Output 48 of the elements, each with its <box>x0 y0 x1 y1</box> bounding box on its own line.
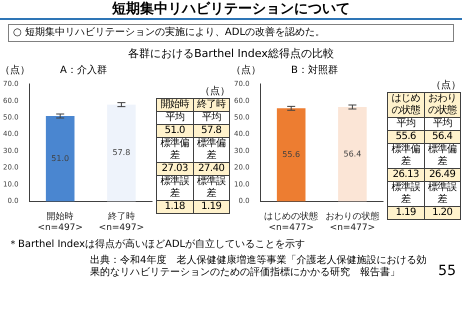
source-note: 出典：令和4年度 老人保健健康増進等事業「介護老人保健施設における効果的なリハビリテーションのための評価指標にかかる研究 報告書」 <box>90 255 428 279</box>
text: はじめの状態 <box>388 92 424 118</box>
text: 1.19 <box>388 206 424 220</box>
text: 26.13 <box>388 168 424 182</box>
chart-title: B：対照群 <box>291 64 338 77</box>
text: 27.03 <box>156 162 193 176</box>
y-axis-title: （点） <box>0 64 30 77</box>
text: 平均 <box>388 118 424 130</box>
text: 1.20 <box>424 206 460 220</box>
text: ○ 短期集中リハビリテーションの実施により、ADLの改善を認めた。 <box>8 24 454 42</box>
text: （点） <box>199 84 230 98</box>
data-label: 55.6 <box>282 150 300 159</box>
text: 標準偏差 <box>388 144 424 168</box>
text: ＊Barthel Indexは得点が高いほどADLが自立していることを示す <box>8 239 306 251</box>
y-axis-title: （点） <box>231 64 261 77</box>
text: 平均 <box>156 112 193 124</box>
text: 55 <box>437 263 456 279</box>
text: 51.0 <box>156 124 193 138</box>
data-label: 51.0 <box>51 154 70 163</box>
text: 56.4 <box>424 130 460 144</box>
text: 57.8 <box>193 124 230 138</box>
text: 1.18 <box>156 200 193 214</box>
text: 平均 <box>424 118 460 130</box>
data-label: 56.4 <box>343 149 362 158</box>
x-tick-label: 開始時<n=497> <box>37 211 83 233</box>
text: 終了時 <box>193 98 230 112</box>
text: 27.40 <box>193 162 230 176</box>
x-tick-label: はじめの状態<n=477> <box>264 211 318 233</box>
text: 55.6 <box>388 130 424 144</box>
text: 標準偏差 <box>156 138 193 162</box>
text: 各群におけるBarthel Index総得点の比較 <box>127 47 335 61</box>
text: 標準誤差 <box>156 176 193 200</box>
text: 1.19 <box>193 200 230 214</box>
text: 開始時 <box>156 98 193 112</box>
text: 26.49 <box>424 168 460 182</box>
text: 標準誤差 <box>193 176 230 200</box>
chart-title: A：介入群 <box>60 64 107 77</box>
text: （点） <box>430 78 461 92</box>
text: 標準偏差 <box>424 144 460 168</box>
text: 標準誤差 <box>424 182 460 206</box>
text: 標準誤差 <box>388 182 424 206</box>
x-tick-label: 終了時<n=497> <box>98 211 144 233</box>
x-tick-label: おわりの状態<n=477> <box>325 211 380 233</box>
text: 標準偏差 <box>193 138 230 162</box>
text: 平均 <box>193 112 230 124</box>
data-label: 57.8 <box>112 148 130 158</box>
text: 短期集中リハビリテーションについて <box>0 0 462 20</box>
text: おわりの状態 <box>424 92 460 118</box>
